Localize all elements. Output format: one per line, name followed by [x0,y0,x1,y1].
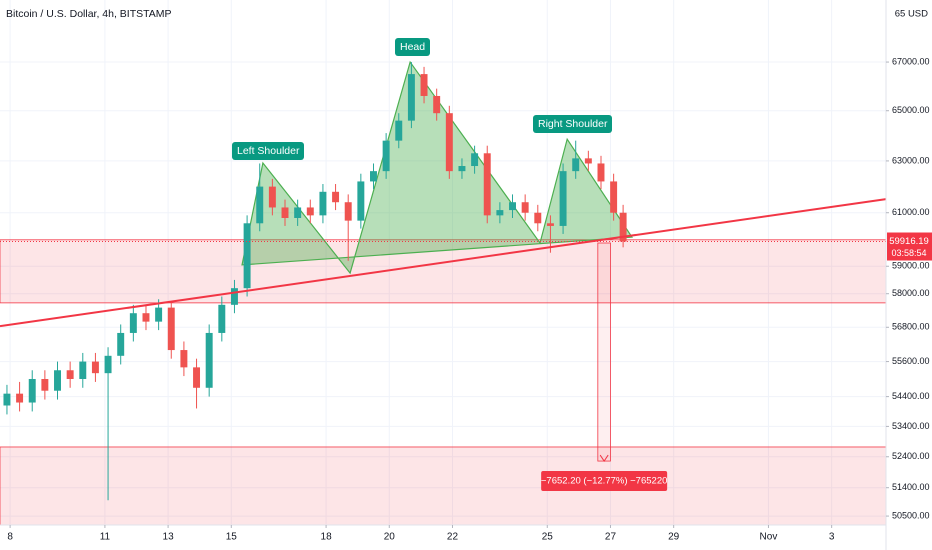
candle-body [306,207,314,216]
candle-body [117,332,125,356]
candle-body [281,207,289,218]
y-tick-label: 54400.00 [892,391,930,401]
candle-body [382,140,390,172]
y-tick-label: 59000.00 [892,261,930,271]
axis-bg [886,0,932,550]
y-tick-label: 67000.00 [892,56,930,66]
pattern-label: Head [395,38,431,56]
candle-body [509,202,516,211]
chart-title: Bitcoin / U.S. Dollar, 4h, BITSTAMP [6,8,172,20]
y-tick-label: 55600.00 [892,356,930,366]
candle-body [395,120,403,141]
candle-body [218,304,226,333]
candle-body [41,378,49,391]
price-tag-value: 59916.19 [889,236,929,247]
candle-body [180,350,188,368]
x-tick-label: 27 [605,532,617,543]
candle-body [597,163,605,182]
candle-body [332,191,340,203]
measure-box [597,242,611,462]
currency: 65 USD [895,9,928,20]
x-tick-label: 13 [163,532,175,543]
pattern-label: Left Shoulder [232,142,305,160]
candle-body [521,202,529,213]
measure-label-bg [541,471,668,492]
measure-label: −7652.20 (−12.77%) −765220 [541,476,668,487]
candle-body [142,313,150,322]
y-tick-label: 58000.00 [892,288,930,298]
y-tick-label: 50500.00 [892,510,930,520]
x-tick-label: 22 [447,532,459,543]
x-tick-label: 20 [384,532,396,543]
candle-body [256,186,264,224]
candle-body [407,74,415,121]
candle-body [230,288,238,305]
x-tick-label: 8 [7,532,13,543]
y-tick-label: 61000.00 [892,207,930,217]
candle-body [496,210,504,216]
candle-body [319,191,327,216]
candle-body [559,171,567,226]
candle-body [619,212,627,242]
neckline [0,198,887,328]
y-tick-label: 56800.00 [892,322,930,332]
candle-body [16,393,24,403]
candle-body [294,207,302,218]
candle-body [243,223,251,289]
candle-body [28,378,36,403]
candle-body [104,355,112,374]
candle-body [445,113,453,172]
candle-body [193,367,201,388]
candle-body [610,181,618,213]
x-tick-label: 29 [668,532,680,543]
candle-body [167,307,175,351]
candle-body [546,223,554,226]
candle-body [471,153,479,167]
y-tick-label: 51400.00 [892,482,930,492]
candle-body [54,370,61,391]
measure-arrow [599,454,609,462]
candle-body [66,370,74,379]
candle-body [534,212,542,224]
candle-body [584,158,592,164]
candle-body [3,393,11,406]
candle-body [205,332,213,388]
pattern-label: Right Shoulder [533,115,613,133]
candle-body [572,158,580,172]
price-tag [887,232,932,261]
x-tick-label: 3 [829,532,835,543]
x-tick-label: Nov [760,532,778,543]
y-tick-label: 65000.00 [892,105,930,115]
candle-body [483,153,491,216]
candle-body [370,171,377,182]
candle-body [268,186,276,208]
candle-body [344,202,352,221]
candle-body [91,361,99,374]
price-tag-countdown: 03:58:54 [891,248,926,258]
candle-body [420,74,428,96]
candle-body [155,307,163,322]
candle-body [357,181,365,221]
x-tick-label: 15 [226,532,238,543]
zone [0,446,887,526]
x-tick-label: 25 [542,532,554,543]
candle-body [458,166,466,172]
candle-body [129,313,137,333]
y-tick-label: 52400.00 [892,451,930,461]
y-tick-label: 53400.00 [892,421,930,431]
x-tick-label: 18 [321,532,333,543]
candle-body [433,95,441,114]
candle-body [79,361,87,379]
y-tick-label: 63000.00 [892,155,930,165]
x-tick-label: 11 [100,532,111,543]
